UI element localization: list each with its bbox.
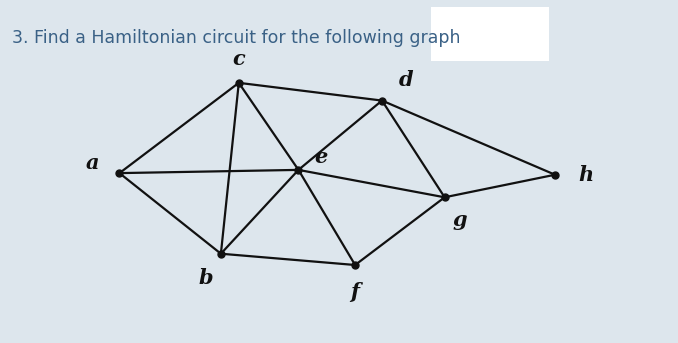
Text: d: d xyxy=(399,70,413,90)
Text: 3. Find a Hamiltonian circuit for the following graph: 3. Find a Hamiltonian circuit for the fo… xyxy=(12,29,460,47)
Text: h: h xyxy=(578,165,594,185)
Text: g: g xyxy=(452,210,467,230)
FancyBboxPatch shape xyxy=(431,7,549,61)
Text: e: e xyxy=(315,147,327,167)
Text: a: a xyxy=(86,153,100,174)
Text: f: f xyxy=(351,282,359,303)
Text: b: b xyxy=(199,268,214,288)
Text: c: c xyxy=(233,49,245,69)
